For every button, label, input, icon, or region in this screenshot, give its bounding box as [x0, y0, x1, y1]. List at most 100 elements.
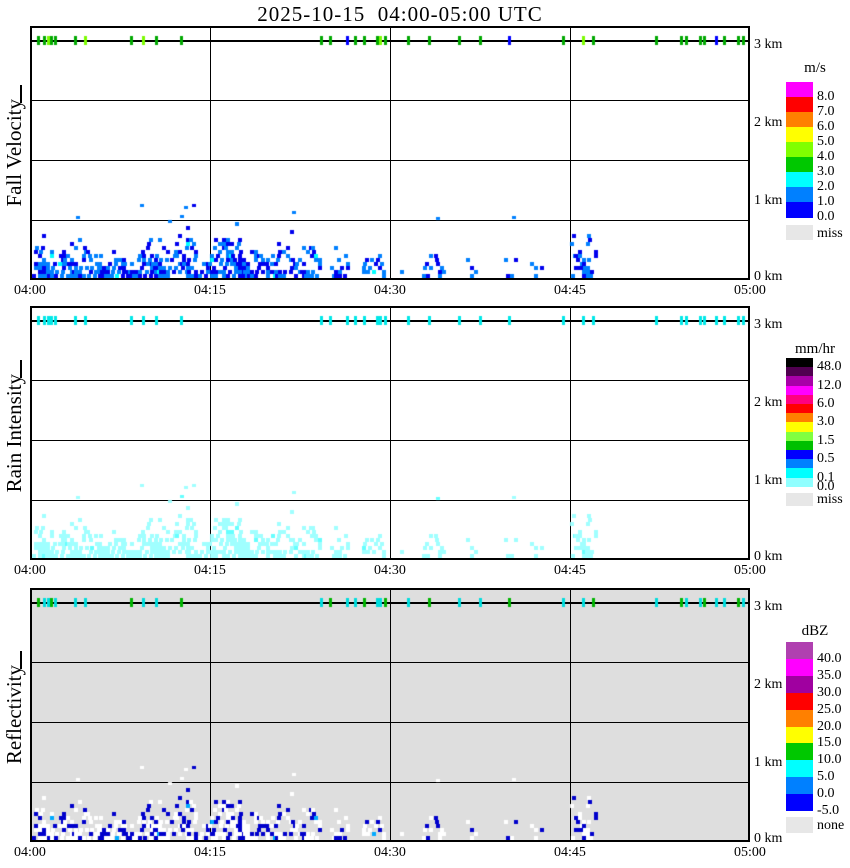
legend-band — [786, 413, 813, 423]
legend-value-label: 30.0 — [817, 684, 842, 700]
legend-value-label: 48.0 — [817, 359, 842, 375]
legend-band — [786, 404, 813, 414]
plot-area-rain-intensity — [30, 306, 750, 560]
height-label: 2 km — [754, 115, 783, 130]
legend-value-label: 40.0 — [817, 650, 842, 666]
legend-miss-band — [786, 817, 813, 833]
legend-band — [786, 431, 813, 442]
axis-title-tick — [20, 359, 22, 378]
plot-area-reflectivity — [30, 588, 750, 842]
height-label: 0 km — [754, 549, 783, 564]
height-label: 1 km — [754, 193, 783, 208]
legend-band — [786, 172, 813, 188]
y-axis-title-fall-velocity: Fall Velocity — [1, 26, 27, 280]
legend-value-label: 0.0 — [817, 478, 835, 494]
legend-band — [786, 440, 813, 451]
time-label: 04:30 — [374, 563, 406, 578]
legend-value-label: 7.0 — [817, 104, 835, 119]
legend-miss-band — [786, 225, 813, 240]
legend-band — [786, 450, 813, 460]
time-label: 05:00 — [734, 845, 766, 860]
height-label: 3 km — [754, 37, 783, 52]
legend-band — [786, 675, 813, 694]
legend-band — [786, 358, 813, 368]
y-axis-title-reflectivity: Reflectivity — [1, 588, 27, 842]
figure-title: 2025-10-15 04:00-05:00 UTC — [257, 2, 543, 26]
time-label: 05:00 — [734, 563, 766, 578]
legend-value-label: 0.0 — [817, 786, 835, 802]
y-axis-title-text: Rain Intensity — [1, 373, 26, 493]
time-label: 04:15 — [194, 563, 226, 578]
legend-value-label: 1.5 — [817, 432, 835, 448]
legend-value-label: 25.0 — [817, 701, 842, 717]
legend-value-label: 12.0 — [817, 377, 842, 393]
legend-miss-label: miss — [817, 492, 843, 508]
legend-value-label: 35.0 — [817, 667, 842, 683]
height-label: 1 km — [754, 473, 783, 488]
height-label: 3 km — [754, 317, 783, 332]
time-label: 04:00 — [14, 845, 46, 860]
legend-miss-label: none — [817, 818, 845, 833]
time-label: 04:45 — [554, 283, 586, 298]
legend-value-label: 2.0 — [817, 179, 835, 194]
time-label: 04:30 — [374, 845, 406, 860]
legend-band — [786, 82, 813, 98]
time-label: 04:15 — [194, 283, 226, 298]
legend-band — [786, 726, 813, 744]
time-label: 04:00 — [14, 283, 46, 298]
time-label: 04:45 — [554, 563, 586, 578]
legend-band — [786, 142, 813, 158]
height-label: 2 km — [754, 677, 783, 692]
plot-area-fall-velocity — [30, 26, 750, 280]
legend-title-reflectivity: dBZ — [801, 623, 829, 639]
legend-band — [786, 187, 813, 203]
legend-band — [786, 760, 813, 778]
legend-band — [786, 202, 813, 218]
axis-title-tick — [20, 651, 22, 670]
echo-canvas-reflectivity — [32, 590, 748, 840]
legend-value-label: 0.5 — [817, 451, 835, 467]
legend-value-label: 5.0 — [817, 769, 835, 785]
legend-value-label: 1.0 — [817, 194, 835, 209]
legend-band — [786, 112, 813, 128]
legend-band — [786, 459, 813, 469]
height-label: 0 km — [754, 269, 783, 284]
legend-value-label: 3.0 — [817, 164, 835, 179]
time-label: 04:30 — [374, 283, 406, 298]
legend-title-rain-intensity: mm/hr — [795, 341, 835, 357]
legend-band — [786, 376, 813, 387]
legend-band — [786, 385, 813, 396]
legend-value-label: -5.0 — [817, 803, 840, 818]
legend-band — [786, 692, 813, 711]
echo-canvas-fall-velocity — [32, 28, 748, 278]
legend-band — [786, 367, 813, 377]
legend-band — [786, 794, 813, 812]
y-axis-title-text: Fall Velocity — [1, 99, 26, 207]
legend-value-label: 8.0 — [817, 89, 835, 104]
height-label: 2 km — [754, 395, 783, 410]
legend-value-label: 20.0 — [817, 718, 842, 734]
height-label: 3 km — [754, 599, 783, 614]
legend-band — [786, 658, 813, 677]
legend-band — [786, 777, 813, 795]
legend-band — [786, 642, 813, 660]
echo-canvas-rain-intensity — [32, 308, 748, 558]
legend-value-label: 3.0 — [817, 414, 835, 430]
legend-band — [786, 477, 813, 488]
legend-value-label: 6.0 — [817, 119, 835, 134]
height-label: 0 km — [754, 831, 783, 846]
legend-value-label: 15.0 — [817, 735, 842, 751]
legend-value-label: 5.0 — [817, 134, 835, 149]
y-axis-title-rain-intensity: Rain Intensity — [1, 306, 27, 560]
time-label: 04:45 — [554, 845, 586, 860]
legend-band — [786, 709, 813, 727]
legend-miss-label: miss — [817, 225, 843, 241]
legend-value-label: 0.1 — [817, 469, 835, 485]
time-label: 04:15 — [194, 845, 226, 860]
height-label: 1 km — [754, 755, 783, 770]
time-label: 04:00 — [14, 563, 46, 578]
axis-title-tick — [20, 85, 22, 104]
legend-band — [786, 127, 813, 143]
legend-value-label: 10.0 — [817, 752, 842, 768]
